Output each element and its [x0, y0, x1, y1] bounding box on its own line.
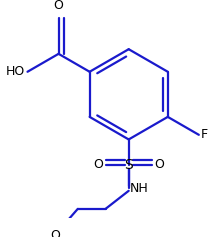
Text: O: O: [155, 158, 164, 171]
Text: NH: NH: [130, 182, 149, 195]
Text: HO: HO: [6, 65, 25, 78]
Text: F: F: [201, 128, 208, 141]
Text: S: S: [124, 158, 133, 172]
Text: O: O: [93, 158, 103, 171]
Text: O: O: [51, 228, 60, 237]
Text: O: O: [54, 0, 63, 12]
